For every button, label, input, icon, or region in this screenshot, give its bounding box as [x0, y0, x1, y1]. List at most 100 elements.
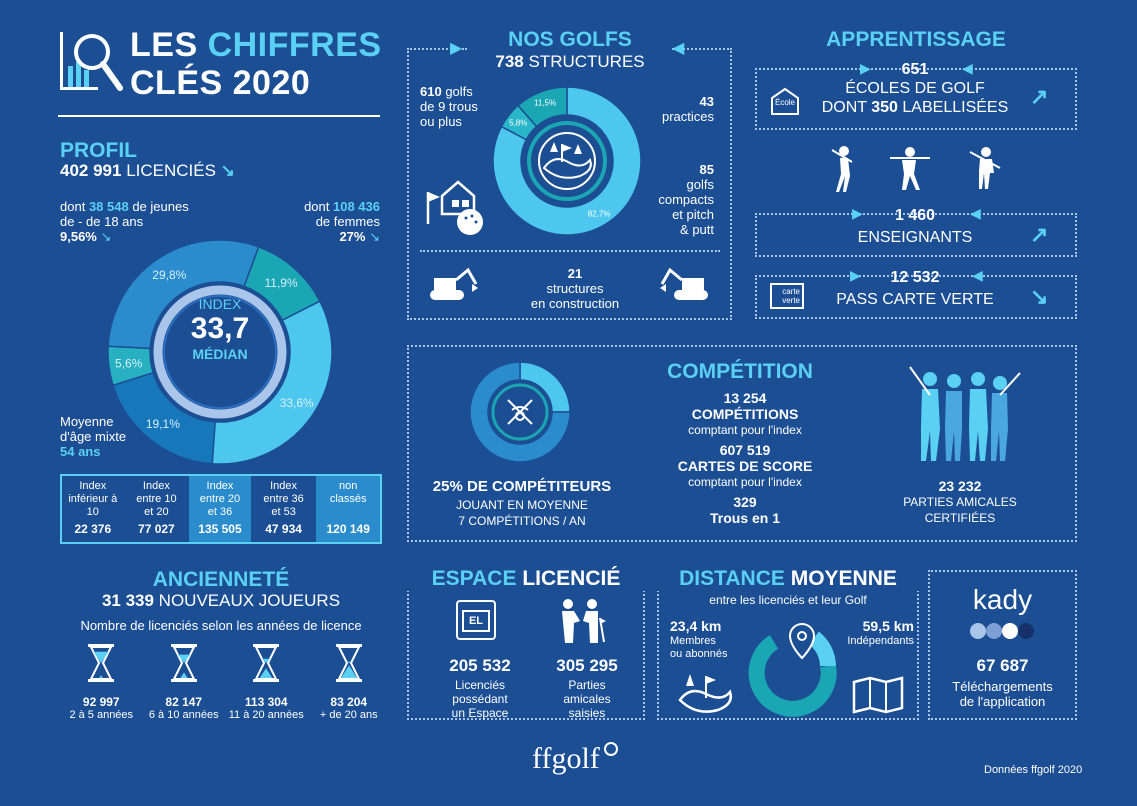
ecole-icon: École [770, 86, 800, 116]
hourglass-value: 83 204 [330, 695, 368, 709]
index-table-label: Index inférieur à 10 [68, 480, 118, 518]
profil-index: INDEX 33,7 MÉDIAN [190, 296, 250, 362]
hourglass-icon [170, 644, 197, 682]
ffgolf-logo-mark-icon [604, 742, 618, 756]
index-table-label: Index entre 20 et 36 [199, 480, 241, 518]
golfs-610: 610 golfs de 9 trous ou plus [420, 84, 478, 129]
donut-label: 11,5% [534, 99, 556, 108]
arrow-down-right-icon: ↘ [369, 229, 380, 244]
page-title: LES CHIFFRES CLÉS 2020 [130, 26, 382, 102]
golfs-donut: 82,7% 5,8% 11,5% [492, 86, 642, 236]
arrow-down-right-icon: ↘ [100, 229, 112, 244]
donut-slice [469, 361, 571, 463]
pass-stat: 12 532 PASS CARTE VERTE [836, 269, 994, 308]
anciennete-nouveaux: 31 339 NOUVEAUX JOUEURS [101, 591, 341, 610]
arrow-right-icon: ▶ [850, 267, 861, 283]
profil-licencies: 402 991 LICENCIÉS ↘ [60, 161, 235, 180]
donut-label: 11,9% [265, 276, 298, 290]
donut-slice [107, 345, 155, 387]
handshake-icon [556, 598, 606, 649]
index-table-value: 120 149 [326, 522, 370, 536]
index-table-value: 77 027 [138, 522, 175, 536]
hourglass-icon [88, 644, 115, 682]
hourglass-label: 2 à 5 années [69, 709, 134, 721]
hourglass-value: 92 997 [82, 695, 120, 709]
hourglass-label: 11 à 20 années [228, 709, 304, 721]
distance-title: DISTANCE MOYENNE [657, 567, 919, 591]
index-table-value: 47 934 [265, 522, 302, 536]
clubhouse-icon [422, 172, 492, 241]
golfs-title: NOS GOLFS [508, 28, 632, 51]
header-logo-icon [58, 30, 124, 96]
profil-jeunes: dont 38 548 de jeunes de - de 18 ans 9,5… [60, 199, 189, 244]
hourglass-item: 113 304 11 à 20 années [225, 644, 308, 721]
arrow-left-icon: ◀ [672, 40, 685, 57]
competition-title: COMPÉTITION [667, 360, 813, 383]
golfs-practices: 43 practices [661, 94, 714, 124]
hourglass-item: 82 147 6 à 10 années [143, 644, 226, 721]
donut-slice [211, 300, 333, 465]
enseignants-box [755, 213, 1077, 257]
kady-dots-icon [969, 622, 1035, 645]
index-table-cell: non classés 120 149 [316, 476, 380, 542]
golfs-construction: 21 structures en construction [530, 266, 620, 311]
ffgolf-logo: ffgolf [532, 742, 600, 775]
golf-course-icon [542, 142, 592, 179]
anciennete-subtitle: Nombre de licenciés selon les années de … [80, 618, 362, 633]
hourglass-item: 83 204 + de 20 ans [308, 644, 391, 721]
kady-box [928, 570, 1077, 720]
arrow-left-icon: ◀ [972, 267, 983, 283]
source-note: Données ffgolf 2020 [984, 764, 1083, 776]
arrow-right-icon: ▶ [450, 40, 463, 57]
donut-slice [492, 86, 642, 236]
hourglass-icon [335, 644, 362, 682]
kady-logo: kady [972, 584, 1033, 615]
profil-title: PROFIL [60, 139, 137, 162]
excavator-icon [428, 266, 478, 307]
hourglass-list: 92 997 2 à 5 années 82 147 6 à 10 années 113… [60, 644, 390, 724]
index-table-label: Index entre 10 et 20 [136, 480, 177, 518]
donut-label: 82,7% [588, 210, 611, 219]
arrow-right-icon: ▶ [852, 205, 863, 221]
index-table-cell: Index entre 10 et 20 77 027 [125, 476, 190, 542]
espace-el-icon: EL [456, 600, 496, 640]
golfs-compacts: 85 golfs compacts et pitch & putt [658, 162, 714, 237]
donut-label: 5,8% [509, 118, 527, 127]
golf-group-icon [890, 365, 1030, 470]
excavator-icon [660, 266, 710, 307]
competition-amicales: 23 232 PARTIES AMICALES CERTIFIÉES [903, 478, 1017, 525]
golfs-box [407, 48, 732, 320]
profil-age: Moyenne d'âge mixte 54 ans [60, 414, 127, 459]
index-table-label: non classés [329, 480, 367, 505]
competition-pct: 25% DE COMPÉTITEURS JOUANT EN MOYENNE 7 C… [432, 478, 612, 528]
donut-label: 5,6% [115, 356, 143, 370]
distance-subtitle: entre les licenciés et leur Golf [709, 593, 867, 607]
espace-parties: 305 295 Parties amicales saisies [556, 656, 618, 720]
competition-box [407, 345, 1077, 542]
arrow-up-right-icon: ↗ [1030, 222, 1049, 247]
index-table: Index inférieur à 10 22 376 Index entre 10… [60, 474, 382, 544]
index-table-value: 135 505 [198, 522, 242, 536]
arrow-up-right-icon: ↗ [1030, 84, 1049, 109]
carte-verte-icon: carte verte [770, 283, 804, 309]
golfs-structures: 738 STRUCTURES [495, 52, 645, 71]
arrow-down-right-icon: ↘ [220, 161, 235, 180]
map-icon [852, 676, 904, 719]
arrow-right-icon: ▶ [860, 60, 871, 76]
hourglass-value: 82 147 [165, 695, 203, 709]
espace-licencies: 205 532 Licenciés possédant un Espace [449, 656, 511, 720]
ecoles-stat: 651 ÉCOLES DE GOLF DONT 350 LABELLISÉES [821, 61, 1009, 116]
golf-hole-icon [676, 670, 736, 719]
anciennete-title: ANCIENNETÉ [152, 568, 290, 591]
espace-box [407, 570, 645, 720]
donut-label: 29,8% [152, 268, 186, 282]
distance-gauge [748, 622, 837, 717]
ecoles-box [755, 68, 1077, 130]
enseignants-stat: 1 460 ENSEIGNANTS [857, 207, 973, 246]
distance-indep: 59,5 km Indépendants [847, 618, 914, 647]
index-table-label: Index entre 36 et 53 [263, 480, 304, 518]
index-table-value: 22 376 [74, 522, 112, 536]
espace-title: ESPACE LICENCIÉ [407, 567, 645, 591]
competition-stats: 13 254 COMPÉTITIONS comptant pour l'inde… [677, 390, 813, 526]
pass-box [755, 275, 1077, 319]
